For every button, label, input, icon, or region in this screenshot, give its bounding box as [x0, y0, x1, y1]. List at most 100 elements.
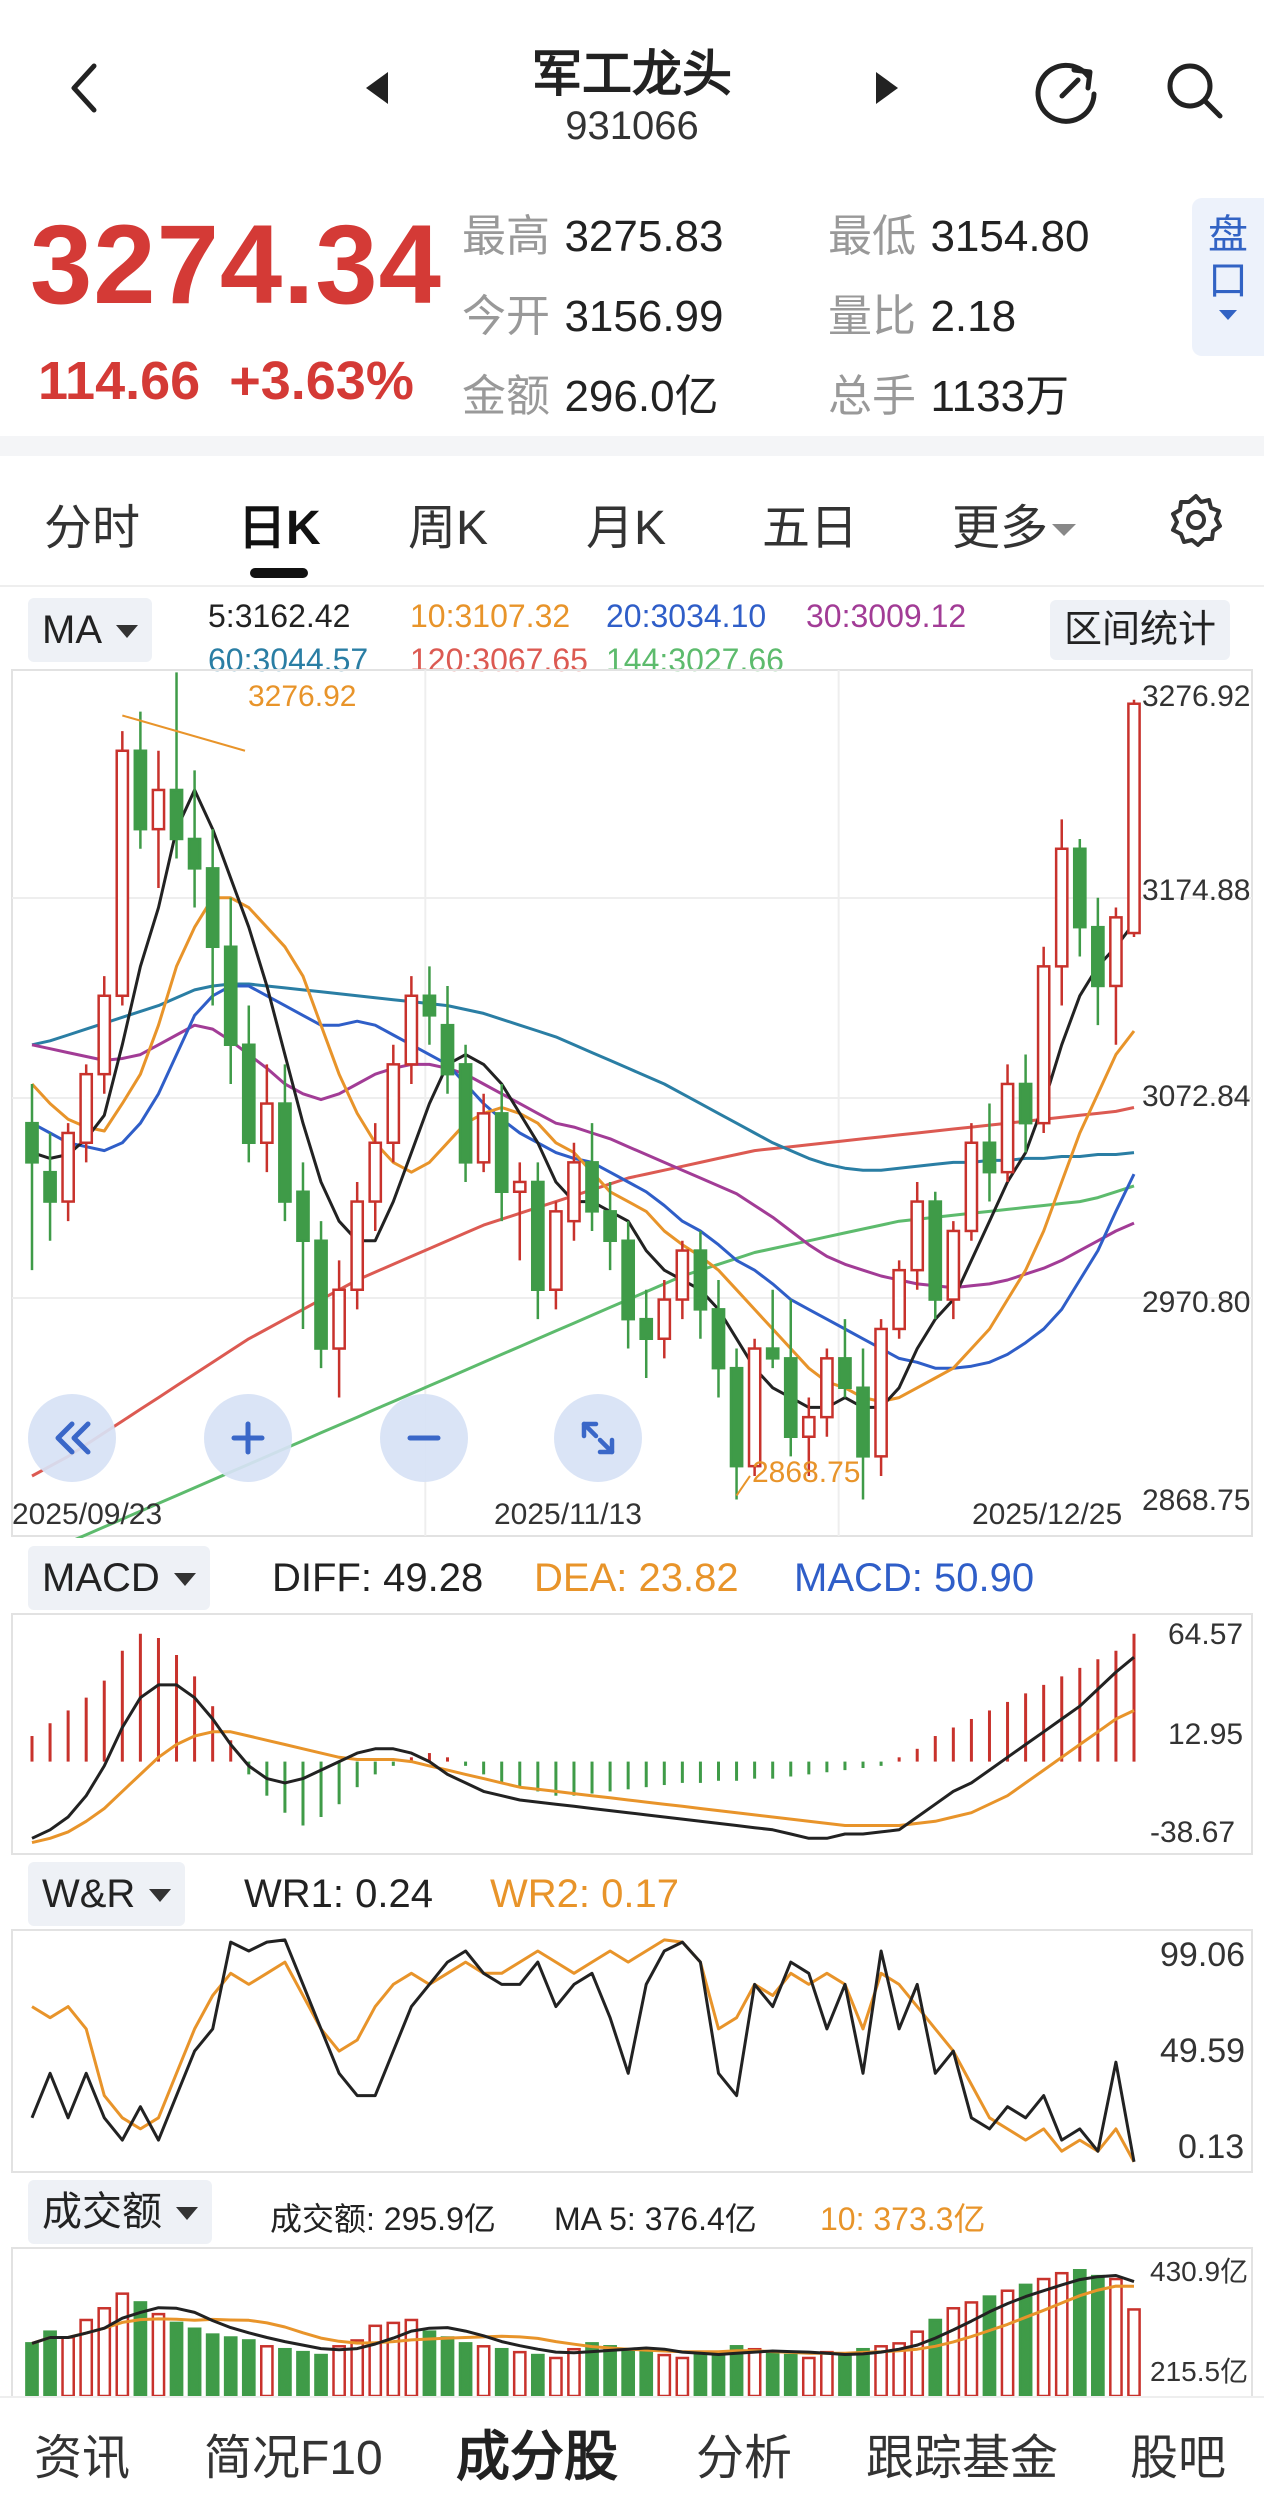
nav-analysis[interactable]: 分析: [696, 2432, 793, 2485]
zoom-in-button[interactable]: [204, 1394, 292, 1482]
refresh-icon[interactable]: [1032, 56, 1102, 126]
settings-gear-icon[interactable]: [1168, 492, 1224, 548]
tab-daily-k[interactable]: 日K: [238, 502, 321, 555]
macd-chart[interactable]: [0, 1612, 1264, 1856]
change-percent: +3.63%: [229, 351, 414, 411]
candle-body: [820, 1357, 834, 1419]
volume-bar: [1127, 2308, 1141, 2396]
tab-weekly-k[interactable]: 周K: [408, 502, 489, 555]
back-icon[interactable]: [60, 58, 110, 118]
nav-forum[interactable]: 股吧: [1130, 2432, 1227, 2485]
indicator-select-wr[interactable]: W&R: [28, 1862, 186, 1926]
caret-down-icon: [173, 1573, 196, 1586]
candle-body: [422, 994, 437, 1017]
range-stats-button[interactable]: 区间统计: [1050, 600, 1231, 660]
nav-tracking-funds[interactable]: 跟踪基金: [866, 2432, 1059, 2485]
y-tick-label: 215.5亿: [1150, 2356, 1249, 2387]
candle-body: [567, 1161, 581, 1223]
volume-bar: [567, 2347, 581, 2396]
x-tick-label: 2025/09/23: [12, 1498, 163, 1531]
macd-dea-line: [31, 1709, 1135, 1845]
nav-constituents[interactable]: 成分股: [456, 2427, 618, 2487]
stat-value: 3156.99: [564, 292, 724, 341]
volume-bar: [476, 2345, 491, 2396]
caret-down-icon: [1052, 524, 1077, 536]
next-stock-icon[interactable]: [872, 68, 902, 108]
stat-label: 总手: [828, 372, 916, 421]
prev-stock-icon[interactable]: [362, 68, 392, 108]
volume-bar: [874, 2345, 888, 2396]
candle-body: [1054, 847, 1069, 968]
candle-body: [1000, 1082, 1015, 1174]
stat-value: 3275.83: [564, 212, 724, 261]
candle-body: [856, 1386, 870, 1458]
fullscreen-button[interactable]: [554, 1394, 642, 1482]
volume-bar: [783, 2353, 798, 2396]
candle-body: [1036, 965, 1051, 1125]
candle-body: [278, 1102, 292, 1203]
volume-bar: [1000, 2289, 1015, 2396]
volume-bar: [368, 2324, 383, 2396]
search-icon[interactable]: [1160, 56, 1230, 126]
volume-ma5-line: [31, 2274, 1135, 2356]
scroll-left-button[interactable]: [28, 1394, 116, 1482]
volume-bar: [621, 2347, 636, 2396]
indicator-select-volume[interactable]: 成交额: [28, 2180, 212, 2244]
ma120-line: [31, 1106, 1135, 1478]
caret-down-icon: [1219, 310, 1237, 320]
volume-bar: [675, 2356, 690, 2396]
tab-more[interactable]: 更多: [952, 488, 1077, 558]
plus-icon: [231, 1421, 265, 1455]
zoom-out-button[interactable]: [380, 1394, 468, 1482]
indicator-select-label: W&R: [42, 1872, 136, 1916]
volume-ma5: MA 5: 376.4亿: [554, 2201, 757, 2237]
tab-five-day[interactable]: 五日: [762, 502, 859, 555]
volume-bar: [1109, 2277, 1123, 2396]
indicator-select-macd[interactable]: MACD: [28, 1546, 210, 1610]
volume-bar: [133, 2301, 148, 2396]
stat-open: 今开 3156.99: [462, 280, 724, 344]
y-tick-label: 12.95: [1168, 1718, 1244, 1751]
pankou-button[interactable]: 盘口: [1192, 198, 1264, 356]
volume-bar: [115, 2292, 130, 2396]
candle-body: [621, 1239, 636, 1321]
volume-chart[interactable]: [0, 2246, 1264, 2396]
wr-chart[interactable]: [0, 1928, 1264, 2174]
volume-bar: [512, 2350, 527, 2396]
volume-bar: [946, 2307, 961, 2396]
ma-legend-10: 10:3107.32: [410, 598, 571, 634]
indicator-select-ma[interactable]: MA: [28, 598, 152, 662]
chart-frame: [11, 2247, 1253, 2396]
candle-body: [404, 994, 419, 1066]
volume-bar: [1072, 2269, 1087, 2396]
nav-profile-f10[interactable]: 简况F10: [204, 2432, 383, 2485]
indicator-select-label: 成交额: [42, 2190, 162, 2234]
candle-body: [711, 1308, 726, 1370]
candle-body: [530, 1180, 545, 1292]
candle-body: [79, 1072, 94, 1145]
volume-bar: [856, 2347, 870, 2396]
tabs-divider: [0, 585, 1264, 587]
high-marker-line: [122, 714, 246, 752]
nav-news[interactable]: 资讯: [34, 2432, 131, 2485]
stat-label: 量比: [828, 292, 916, 341]
candle-body: [928, 1200, 943, 1301]
double-chevron-left-icon: [55, 1421, 91, 1455]
candlestick-chart[interactable]: [0, 668, 1264, 1538]
y-tick-label: 2970.80: [1142, 1286, 1251, 1319]
candle-body: [260, 1102, 274, 1145]
stat-value: 2.18: [930, 292, 1017, 341]
y-tick-label: 64.57: [1168, 1618, 1244, 1651]
tab-intraday[interactable]: 分时: [44, 502, 141, 555]
candle-body: [350, 1200, 365, 1292]
volume-bar: [747, 2347, 762, 2396]
candle-body: [368, 1141, 383, 1203]
candle-body: [549, 1210, 563, 1292]
wr1-line: [30, 1938, 1136, 2163]
volume-bar: [25, 2342, 39, 2396]
chart-frame: [11, 1929, 1253, 2173]
tab-monthly-k[interactable]: 月K: [586, 502, 667, 555]
y-tick-label: -38.67: [1150, 1816, 1236, 1849]
volume-bar: [458, 2342, 473, 2396]
candle-body: [910, 1200, 925, 1272]
